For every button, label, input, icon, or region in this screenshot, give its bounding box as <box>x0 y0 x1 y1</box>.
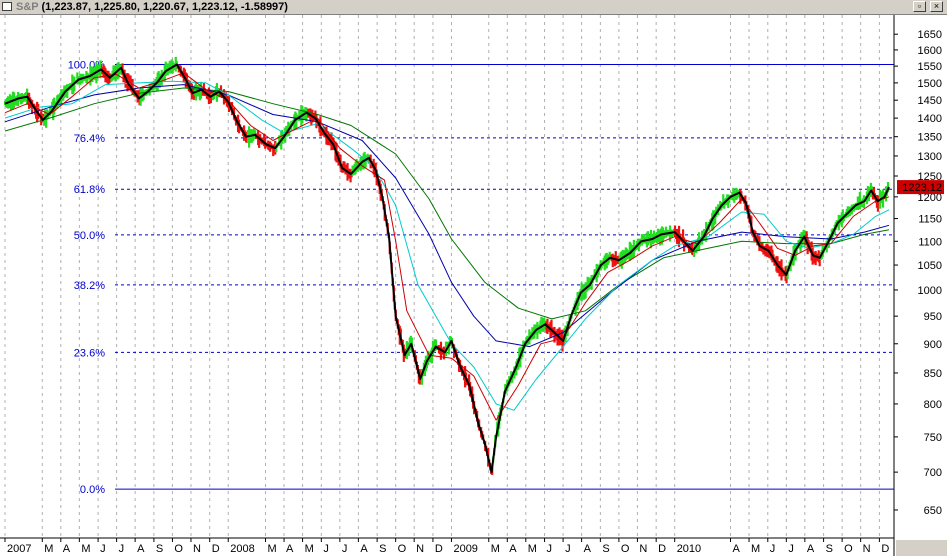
y-tick-label: 1500 <box>918 78 942 90</box>
x-tick-label: M <box>81 543 90 555</box>
y-tick-label: 1400 <box>918 113 942 125</box>
price-chart[interactable]: 100.0%76.4%61.8%50.0%38.2%23.6%0.0% 6507… <box>0 15 947 556</box>
y-axis-ticks: 650 700 750 800 850 900 950 1000 1050 1100 1150 120… <box>894 29 942 517</box>
last-price-label: 1223.12 <box>902 182 942 194</box>
y-tick-label: 700 <box>924 467 942 479</box>
x-tick-label: M <box>44 543 53 555</box>
price-line <box>4 63 890 474</box>
y-tick-label: 1550 <box>918 61 942 73</box>
ma-long-blue-line <box>4 84 890 348</box>
chart-window-icon <box>2 2 12 11</box>
symbol-label: S&P <box>16 1 39 13</box>
x-tick-label: 2010 <box>677 543 701 555</box>
x-tick-label: N <box>193 543 201 555</box>
x-tick-label: O <box>621 543 630 555</box>
x-tick-label: A <box>584 543 592 555</box>
x-tick-label: S <box>826 543 833 555</box>
fib-level-label: 61.8% <box>74 184 105 196</box>
y-tick-label: 650 <box>924 505 942 517</box>
y-tick-label: 1100 <box>918 236 942 248</box>
fibonacci-levels: 100.0%76.4%61.8%50.0%38.2%23.6%0.0% <box>68 59 894 496</box>
quote-label: (1,223.87, 1,225.80, 1,220.67, 1,223.12,… <box>41 1 288 13</box>
x-tick-label: O <box>398 543 407 555</box>
x-tick-label: M <box>305 543 314 555</box>
fib-level-label: 0.0% <box>80 484 105 496</box>
x-tick-label: S <box>602 543 609 555</box>
fib-level-label: 50.0% <box>74 230 105 242</box>
last-price-marker: 1223.12 <box>897 180 944 195</box>
y-tick-label: 850 <box>924 368 942 380</box>
x-tick-label: M <box>491 543 500 555</box>
y-tick-label: 1050 <box>918 260 942 272</box>
x-tick-label: D <box>212 543 220 555</box>
x-tick-label: D <box>658 543 666 555</box>
x-tick-label: J <box>788 543 794 555</box>
x-tick-label: M <box>528 543 537 555</box>
y-tick-label: 750 <box>924 432 942 444</box>
x-tick-label: S <box>156 543 163 555</box>
y-tick-label: 800 <box>924 399 942 411</box>
fib-level-label: 76.4% <box>74 133 105 145</box>
restore-button[interactable]: ▫ <box>913 1 926 12</box>
y-tick-label: 950 <box>924 311 942 323</box>
y-tick-label: 1450 <box>918 95 942 107</box>
x-tick-label: A <box>360 543 368 555</box>
plot-background <box>0 15 894 538</box>
x-tick-label: A <box>63 543 71 555</box>
x-tick-label: N <box>416 543 424 555</box>
ma-short-line <box>4 72 890 421</box>
x-tick-label: 2008 <box>230 543 254 555</box>
y-tick-label: 900 <box>924 339 942 351</box>
ma-medium-line <box>4 80 890 411</box>
x-tick-label: J <box>119 543 125 555</box>
fib-level-label: 23.6% <box>74 347 105 359</box>
x-tick-label: 2007 <box>7 543 31 555</box>
fib-level-label: 38.2% <box>74 280 105 292</box>
x-tick-label: A <box>509 543 517 555</box>
x-tick-label: J <box>565 543 571 555</box>
y-tick-label: 1350 <box>918 132 942 144</box>
y-tick-label: 1600 <box>918 45 942 57</box>
y-tick-label: 1150 <box>918 214 942 226</box>
moving-average-lines <box>4 63 890 474</box>
last-price-box <box>897 180 944 195</box>
y-tick-label: 1250 <box>918 171 942 183</box>
x-tick-label: A <box>733 543 741 555</box>
x-tick-label: N <box>639 543 647 555</box>
ma-long-green-line <box>4 87 890 320</box>
window-title: S&P (1,223.87, 1,225.80, 1,220.67, 1,223… <box>16 0 288 14</box>
x-tick-label: N <box>863 543 871 555</box>
x-tick-label: D <box>881 543 889 555</box>
x-tick-label: J <box>342 543 348 555</box>
x-tick-label: M <box>268 543 277 555</box>
y-tick-label: 1300 <box>918 151 942 163</box>
window-titlebar: S&P (1,223.87, 1,225.80, 1,220.67, 1,223… <box>0 0 947 15</box>
x-tick-label: J <box>100 543 106 555</box>
x-tick-label: O <box>844 543 853 555</box>
x-tick-label: 2009 <box>453 543 477 555</box>
x-tick-label: S <box>379 543 386 555</box>
x-tick-label: M <box>751 543 760 555</box>
y-tick-label: 1200 <box>918 192 942 204</box>
gridlines <box>4 15 880 538</box>
x-tick-label: A <box>286 543 294 555</box>
x-tick-label: A <box>137 543 145 555</box>
x-tick-label: A <box>807 543 815 555</box>
x-tick-label: J <box>547 543 553 555</box>
y-tick-label: 1650 <box>918 29 942 41</box>
x-tick-label: O <box>174 543 183 555</box>
close-button[interactable]: × <box>930 1 943 12</box>
x-tick-label: J <box>323 543 329 555</box>
x-tick-label: J <box>770 543 776 555</box>
x-axis-ticks: 2007 M A M J J A S O N D 2008 M A M J J A S O N D 2009 M A M J J A S O… <box>4 538 889 555</box>
y-tick-label: 1000 <box>918 285 942 297</box>
axis-corner <box>896 540 947 556</box>
x-tick-label: D <box>435 543 443 555</box>
